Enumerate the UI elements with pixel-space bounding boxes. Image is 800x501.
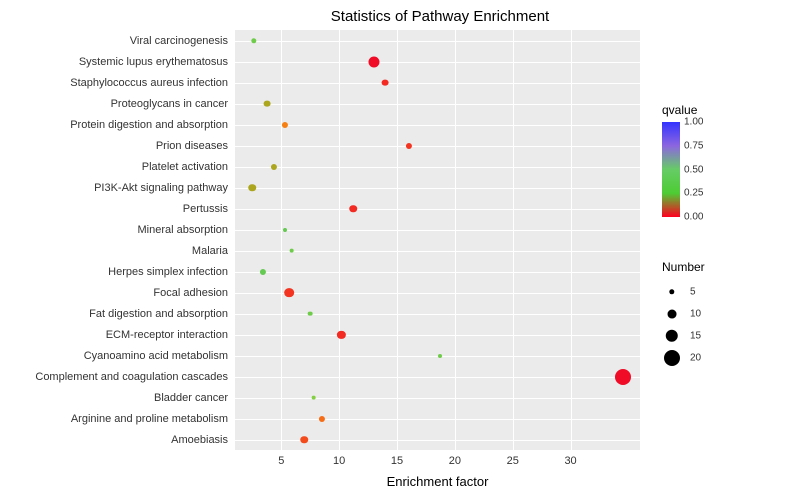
data-point [438,354,442,358]
grid-vertical [513,30,514,450]
data-point [311,395,316,400]
x-tick-label: 25 [507,455,519,467]
grid-horizontal [235,209,640,210]
data-point [308,311,313,316]
pathway-label: Complement and coagulation cascades [0,371,228,383]
pathway-label: Arginine and proline metabolism [0,413,228,425]
grid-vertical [571,30,572,450]
data-point [260,268,266,274]
legend-qvalue-gradient [662,122,680,217]
pathway-label: Systemic lupus erythematosus [0,56,228,68]
pathway-label: PI3K-Akt signaling pathway [0,182,228,194]
legend-size-dot [669,289,674,294]
grid-horizontal [235,104,640,105]
pathway-label: Herpes simplex infection [0,266,228,278]
grid-horizontal [235,419,640,420]
data-point [301,436,309,444]
pathway-label: Mineral absorption [0,224,228,236]
grid-horizontal [235,251,640,252]
legend-size-label: 20 [690,353,701,364]
data-point [271,163,277,169]
legend-size-label: 10 [690,309,701,320]
x-tick-label: 15 [391,455,403,467]
pathway-label: Cyanoamino acid metabolism [0,350,228,362]
legend-qvalue-title: qvalue [662,103,697,117]
data-point [319,415,325,421]
data-point [264,100,271,107]
grid-horizontal [235,230,640,231]
data-point [337,330,345,338]
pathway-label: Pertussis [0,203,228,215]
x-axis-title: Enrichment factor [235,474,640,489]
grid-horizontal [235,62,640,63]
x-tick-label: 5 [278,455,284,467]
pathway-label: Viral carcinogenesis [0,35,228,47]
pathway-label: Fat digestion and absorption [0,308,228,320]
pathway-label: Staphylococcus aureus infection [0,77,228,89]
grid-horizontal [235,83,640,84]
legend-size-dot [668,310,677,319]
legend-qvalue-tick: 0.50 [684,164,703,175]
pathway-label: ECM-receptor interaction [0,329,228,341]
plot-area [235,30,640,450]
grid-vertical [339,30,340,450]
data-point [406,142,412,148]
x-tick-label: 30 [564,455,576,467]
grid-horizontal [235,335,640,336]
grid-horizontal [235,440,640,441]
data-point [282,121,288,127]
data-point [289,248,294,253]
pathway-label: Focal adhesion [0,287,228,299]
grid-horizontal [235,167,640,168]
data-point [285,288,295,298]
legend-size-dot [664,350,680,366]
grid-vertical [455,30,456,450]
grid-horizontal [235,41,640,42]
pathway-label: Proteoglycans in cancer [0,98,228,110]
legend-qvalue-tick: 1.00 [684,117,703,128]
legend-number-title: Number [662,260,705,274]
data-point [249,184,257,192]
legend-qvalue-tick: 0.75 [684,140,703,151]
data-point [615,369,631,385]
grid-horizontal [235,146,640,147]
chart-title: Statistics of Pathway Enrichment [280,8,600,25]
pathway-label: Amoebiasis [0,434,228,446]
pathway-label: Platelet activation [0,161,228,173]
grid-horizontal [235,293,640,294]
grid-horizontal [235,398,640,399]
pathway-label: Protein digestion and absorption [0,119,228,131]
legend-size-label: 5 [690,287,696,298]
data-point [382,79,389,86]
pathway-label: Bladder cancer [0,392,228,404]
data-point [283,228,287,232]
grid-horizontal [235,377,640,378]
grid-vertical [281,30,282,450]
legend-qvalue-tick: 0.00 [684,212,703,223]
data-point [349,205,357,213]
grid-horizontal [235,314,640,315]
pathway-label: Prion diseases [0,140,228,152]
grid-vertical [397,30,398,450]
pathway-label: Malaria [0,245,228,257]
x-tick-label: 20 [449,455,461,467]
grid-horizontal [235,125,640,126]
legend-qvalue-tick: 0.25 [684,188,703,199]
data-point [368,56,379,67]
legend-size-dot [666,330,678,342]
grid-horizontal [235,188,640,189]
x-tick-label: 10 [333,455,345,467]
data-point [251,38,256,43]
grid-horizontal [235,272,640,273]
legend-size-label: 15 [690,331,701,342]
